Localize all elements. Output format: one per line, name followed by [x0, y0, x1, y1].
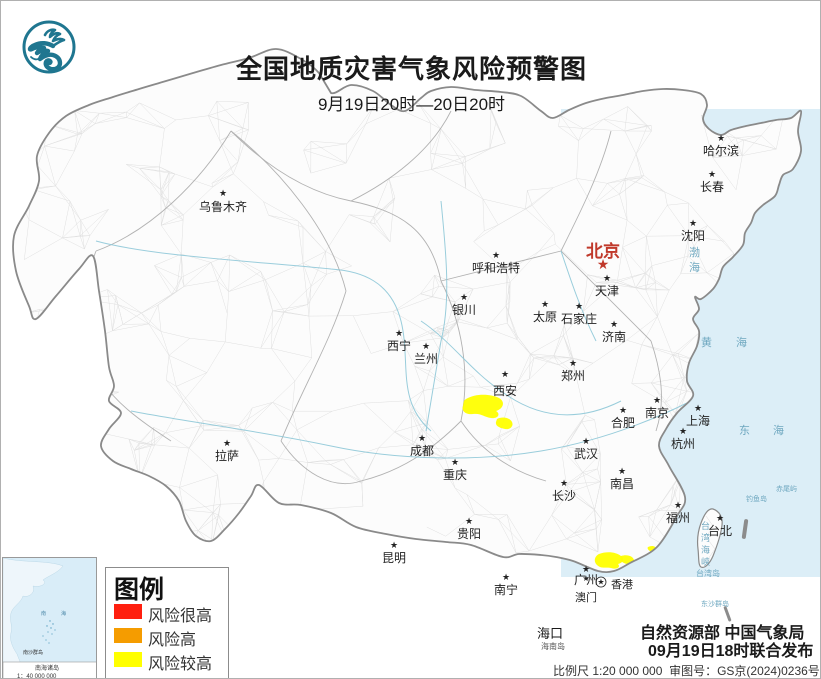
svg-text:★: ★ — [451, 457, 459, 467]
svg-text:西宁: 西宁 — [387, 338, 411, 353]
svg-text:★: ★ — [560, 478, 568, 488]
svg-text:台北: 台北 — [708, 523, 732, 538]
svg-text:★: ★ — [674, 500, 682, 510]
svg-text:钓鱼岛: 钓鱼岛 — [746, 494, 767, 503]
svg-text:沈阳: 沈阳 — [681, 228, 705, 243]
svg-text:南昌: 南昌 — [610, 476, 634, 491]
svg-text:★: ★ — [582, 574, 589, 583]
svg-text:武汉: 武汉 — [574, 447, 598, 461]
svg-text:★: ★ — [460, 292, 468, 302]
svg-text:济南: 济南 — [602, 329, 626, 344]
svg-text:★: ★ — [610, 319, 618, 329]
svg-text:北京: 北京 — [586, 241, 620, 261]
svg-text:南: 南 — [41, 610, 46, 617]
svg-text:西安: 西安 — [493, 383, 517, 398]
svg-text:南沙群岛: 南沙群岛 — [23, 649, 43, 656]
svg-text:★: ★ — [541, 299, 549, 309]
svg-text:★: ★ — [694, 403, 702, 413]
svg-text:南海诸岛: 南海诸岛 — [35, 664, 59, 672]
svg-text:★: ★ — [418, 433, 426, 443]
svg-text:贵阳: 贵阳 — [457, 527, 481, 541]
svg-text:★: ★ — [717, 133, 725, 143]
svg-text:★: ★ — [575, 301, 583, 311]
svg-text:呼和浩特: 呼和浩特 — [472, 260, 520, 275]
svg-text:海: 海 — [736, 335, 747, 349]
svg-text:海: 海 — [689, 260, 700, 274]
svg-text:★: ★ — [689, 218, 697, 228]
svg-text:长沙: 长沙 — [552, 489, 576, 503]
svg-text:海: 海 — [701, 544, 710, 555]
svg-text:石家庄: 石家庄 — [561, 311, 597, 326]
svg-text:福州: 福州 — [666, 510, 690, 525]
svg-text:台湾岛: 台湾岛 — [696, 568, 720, 578]
svg-text:黄: 黄 — [701, 335, 712, 349]
svg-text:★: ★ — [465, 516, 473, 526]
svg-text:哈尔滨: 哈尔滨 — [703, 143, 739, 158]
svg-text:合肥: 合肥 — [611, 415, 635, 430]
svg-text:赤尾屿: 赤尾屿 — [776, 484, 797, 493]
svg-text:★: ★ — [501, 369, 509, 379]
svg-text:南京: 南京 — [645, 405, 669, 420]
svg-text:乌鲁木齐: 乌鲁木齐 — [199, 199, 247, 214]
svg-text:★: ★ — [597, 578, 604, 587]
svg-text:★: ★ — [603, 273, 611, 283]
svg-text:天津: 天津 — [595, 284, 619, 298]
svg-text:★: ★ — [716, 513, 724, 523]
svg-text:1：40 000 000: 1：40 000 000 — [17, 674, 57, 679]
svg-text:海: 海 — [61, 610, 66, 617]
svg-text:郑州: 郑州 — [561, 368, 585, 383]
svg-text:成都: 成都 — [410, 444, 434, 458]
svg-text:兰州: 兰州 — [414, 352, 438, 366]
svg-text:银川: 银川 — [452, 303, 476, 317]
svg-text:★: ★ — [708, 169, 716, 179]
svg-text:★: ★ — [679, 426, 687, 436]
svg-text:★: ★ — [618, 466, 626, 476]
svg-text:东沙群岛: 东沙群岛 — [701, 599, 729, 608]
svg-text:海: 海 — [773, 423, 784, 437]
svg-text:昆明: 昆明 — [382, 551, 406, 565]
svg-text:东: 东 — [739, 424, 750, 437]
svg-text:★: ★ — [569, 358, 577, 368]
svg-text:★: ★ — [492, 250, 500, 260]
svg-text:南宁: 南宁 — [494, 582, 518, 597]
svg-text:★: ★ — [422, 341, 430, 351]
svg-text:拉萨: 拉萨 — [215, 448, 239, 463]
svg-text:杭州: 杭州 — [671, 436, 695, 451]
svg-text:香港: 香港 — [611, 578, 633, 591]
svg-text:★: ★ — [582, 436, 590, 446]
svg-text:★: ★ — [502, 572, 510, 582]
svg-text:★: ★ — [390, 540, 398, 550]
svg-text:★: ★ — [653, 395, 661, 405]
svg-text:★: ★ — [395, 328, 403, 338]
svg-text:上海: 上海 — [686, 413, 710, 428]
svg-text:★: ★ — [219, 188, 227, 198]
svg-text:峡: 峡 — [701, 556, 710, 567]
svg-text:长春: 长春 — [700, 180, 724, 194]
svg-text:澳门: 澳门 — [575, 590, 597, 604]
svg-text:渤: 渤 — [689, 246, 700, 259]
svg-text:重庆: 重庆 — [443, 468, 467, 482]
svg-text:★: ★ — [619, 405, 627, 415]
svg-text:太原: 太原 — [533, 309, 557, 324]
svg-text:★: ★ — [223, 438, 231, 448]
